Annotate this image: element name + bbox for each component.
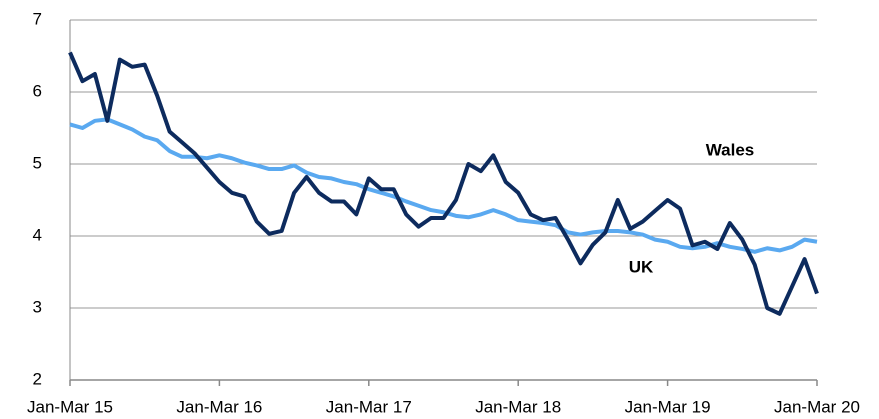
series-label: UK bbox=[629, 257, 654, 276]
x-tick-label: Jan-Mar 20 bbox=[774, 397, 860, 416]
y-tick-label: 4 bbox=[33, 225, 42, 244]
x-tick-label: Jan-Mar 15 bbox=[27, 397, 113, 416]
y-tick-label: 2 bbox=[33, 369, 42, 388]
y-tick-label: 6 bbox=[33, 81, 42, 100]
x-tick-label: Jan-Mar 17 bbox=[326, 397, 412, 416]
x-tick-label: Jan-Mar 18 bbox=[475, 397, 561, 416]
series-line bbox=[69, 117, 818, 254]
series-label: Wales bbox=[706, 140, 755, 159]
series-line bbox=[68, 51, 819, 316]
x-tick-label: Jan-Mar 19 bbox=[625, 397, 711, 416]
x-tick-label: Jan-Mar 16 bbox=[176, 397, 262, 416]
y-tick-label: 7 bbox=[33, 9, 42, 28]
y-tick-label: 5 bbox=[33, 153, 42, 172]
y-tick-label: 3 bbox=[33, 297, 42, 316]
